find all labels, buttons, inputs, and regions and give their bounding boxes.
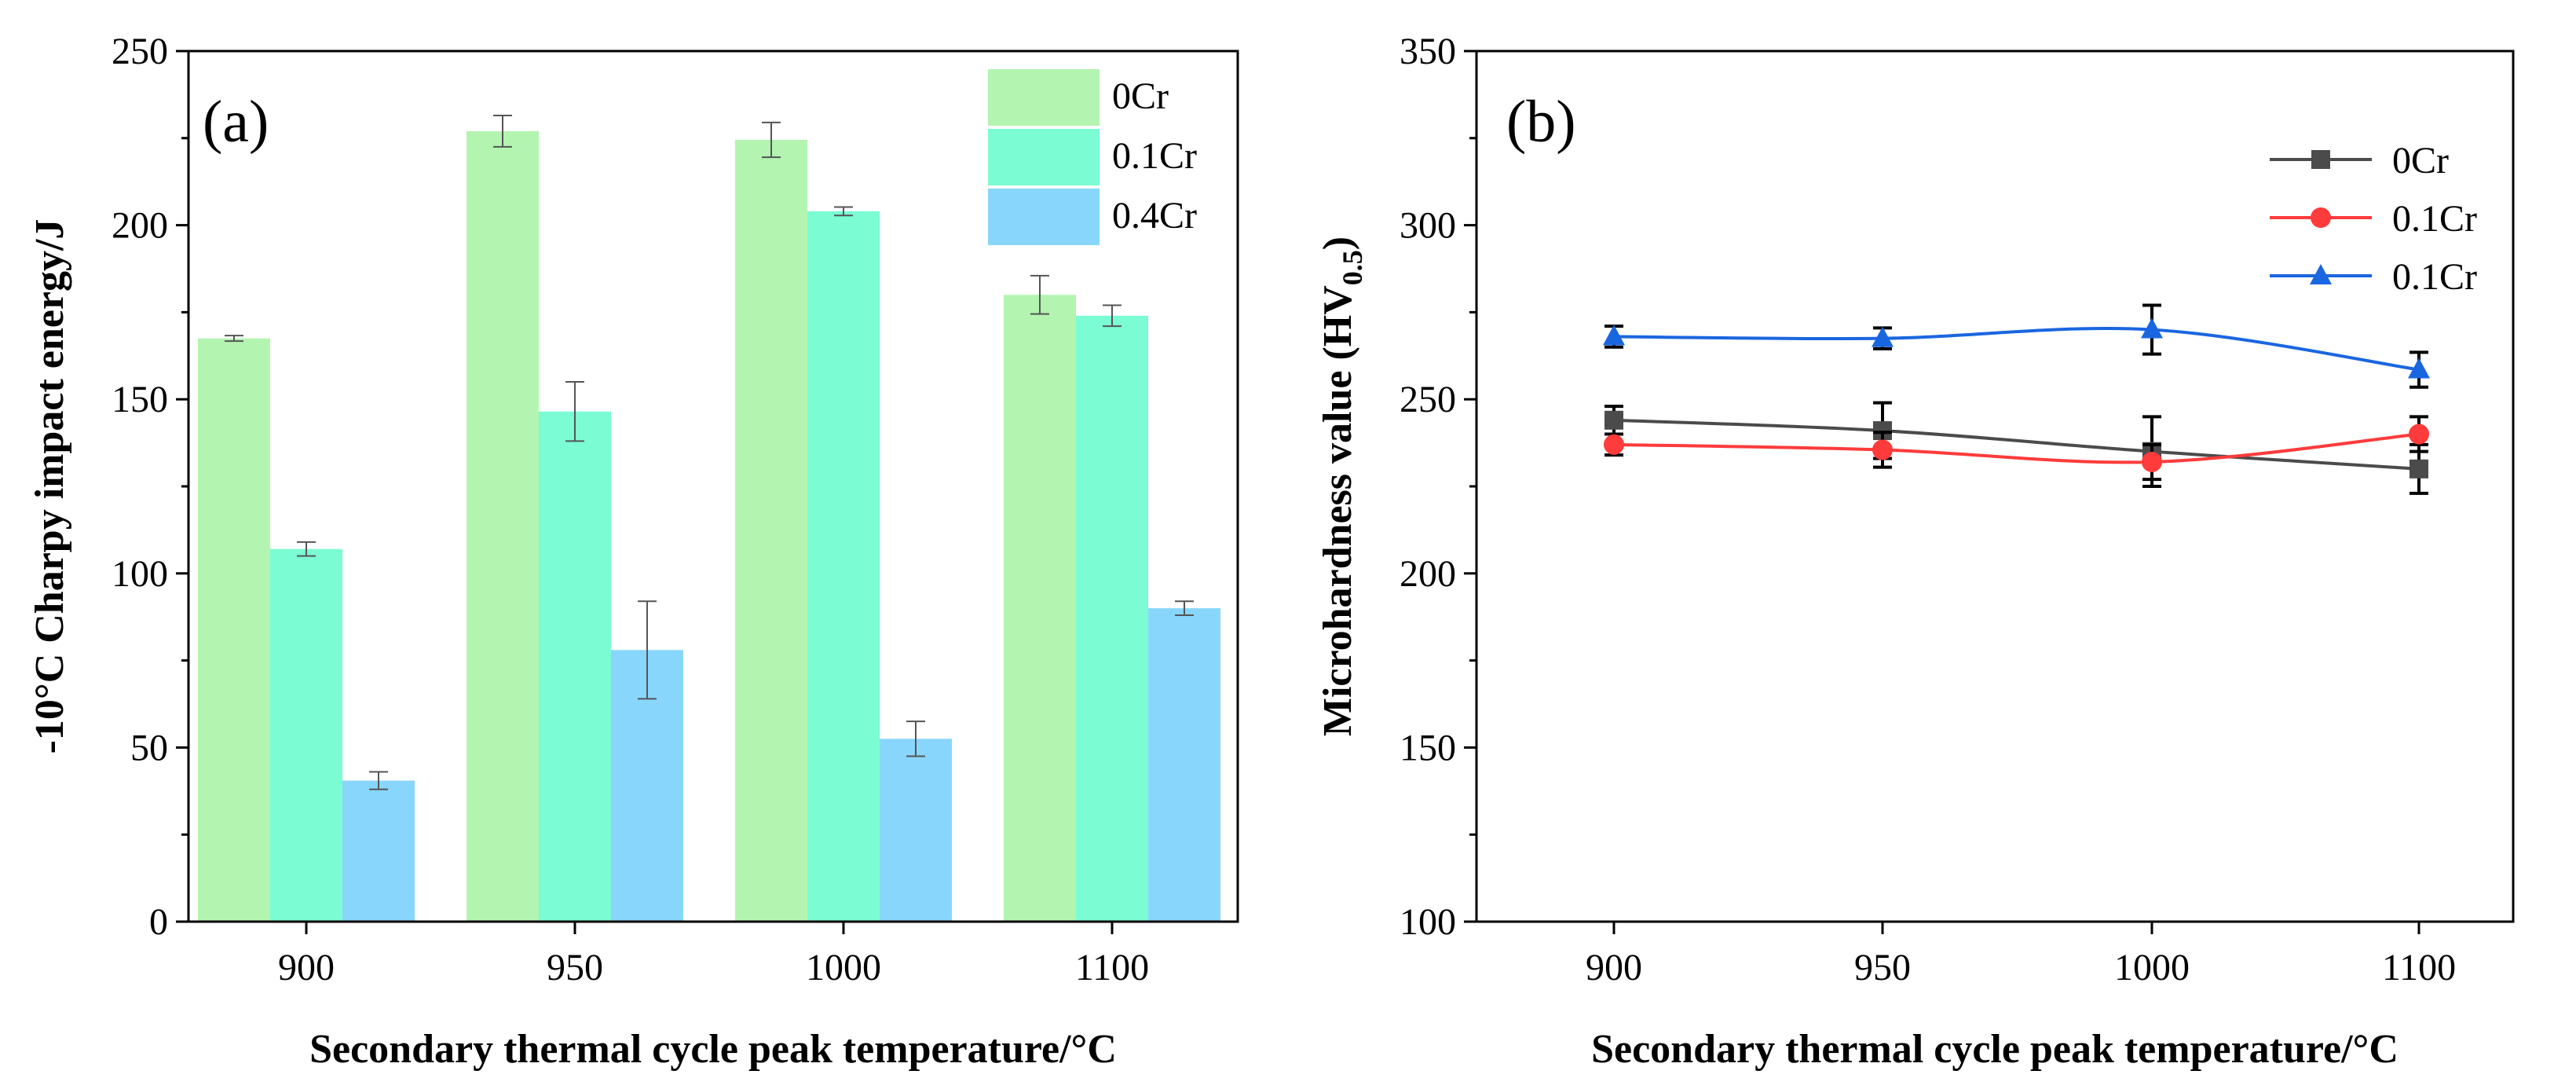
y-tick-label: 50 [130, 727, 168, 768]
y-axis-ticks: 100 150 200 250 300 350 [1400, 31, 1476, 943]
data-point-circle [2311, 207, 2331, 228]
y-tick-label: 150 [112, 379, 168, 420]
y-tick-label: 350 [1400, 31, 1456, 72]
legend-label: 0.1Cr [2392, 198, 2477, 240]
series-line [1613, 418, 2420, 471]
x-tick-label: 950 [1854, 947, 1911, 988]
x-axis-label: Secondary thermal cycle peak temperature… [1591, 1027, 2399, 1072]
x-tick-label: 1000 [806, 947, 881, 988]
data-point-triangle [2408, 358, 2430, 379]
legend-swatch [988, 129, 1100, 185]
legend: 0Cr 0.1Cr 0.1Cr [2270, 140, 2477, 298]
y-tick-label: 200 [112, 205, 168, 247]
series-line [1613, 326, 2420, 372]
x-tick-label: 950 [547, 947, 603, 988]
y-axis-label-subscript: 0.5 [1337, 250, 1368, 285]
series-line [1613, 432, 2420, 464]
x-axis-ticks: 900 950 1000 1100 [278, 922, 1149, 988]
bar [342, 780, 415, 922]
data-point-square [1605, 410, 1623, 430]
legend-label: 0.4Cr [1112, 195, 1197, 236]
data-point-triangle [1872, 326, 1894, 347]
line-chart-panel: 100 150 200 250 300 350 900 950 1000 1100 (b) 0C… [1315, 31, 2515, 1072]
data-point-square [2410, 459, 2428, 478]
bar-chart-panel: 0 50 100 150 200 250 900 950 1000 1100 (a) 0Cr 0.… [27, 31, 1239, 1072]
bar [270, 548, 342, 922]
line-series-group [1603, 303, 2430, 495]
x-axis-ticks: 900 950 1000 1100 [1586, 922, 2456, 988]
bar [1004, 295, 1076, 922]
x-tick-label: 1100 [1075, 947, 1149, 988]
bar [735, 140, 807, 922]
x-tick-label: 1100 [2382, 947, 2456, 988]
data-point-circle [2409, 424, 2429, 445]
y-axis-label-end: ) [1315, 236, 1360, 250]
bar [880, 739, 952, 922]
legend-label: 0.1Cr [1112, 135, 1197, 177]
y-tick-label: 250 [1400, 379, 1456, 420]
y-axis-label: -10°C Charpy impact energy/J [27, 219, 72, 754]
data-point-circle [1872, 439, 1893, 460]
x-tick-label: 1000 [2114, 947, 2190, 988]
panel-label: (a) [203, 89, 269, 155]
y-tick-label: 300 [1400, 205, 1456, 247]
bar [1076, 315, 1148, 922]
x-tick-label: 900 [1586, 947, 1642, 988]
legend-swatch [988, 69, 1100, 126]
legend-label: 0.1Cr [2392, 256, 2477, 298]
data-point-circle [2142, 451, 2162, 472]
y-tick-label: 0 [149, 901, 168, 943]
data-point-square [2311, 150, 2330, 169]
y-tick-label: 250 [112, 31, 168, 72]
legend: 0Cr 0.1Cr 0.4Cr [988, 69, 1197, 245]
y-axis-label: Microhardness value (HV0.5) [1315, 236, 1368, 736]
panel-label: (b) [1506, 89, 1576, 155]
error-bar-group [225, 114, 1194, 790]
x-tick-label: 900 [278, 947, 335, 988]
data-point-triangle [2141, 317, 2163, 339]
data-point-triangle [1603, 324, 1625, 346]
legend-label: 0Cr [2392, 140, 2449, 182]
y-tick-label: 100 [112, 553, 168, 595]
data-point-circle [1604, 434, 1624, 455]
bar [467, 130, 539, 922]
bar [1148, 608, 1220, 922]
bar [539, 411, 611, 922]
legend-swatch [988, 189, 1100, 245]
legend-label: 0Cr [1112, 75, 1169, 117]
y-axis-label-main: Microhardness value (HV [1315, 285, 1360, 736]
bar-group [198, 130, 1220, 922]
x-axis-label: Secondary thermal cycle peak temperature… [309, 1027, 1117, 1072]
y-axis-ticks: 0 50 100 150 200 250 [112, 31, 188, 943]
bar [198, 338, 270, 922]
y-tick-label: 150 [1400, 727, 1456, 768]
y-tick-label: 200 [1400, 553, 1456, 595]
data-point-triangle [2310, 264, 2332, 284]
bar [807, 211, 880, 922]
y-tick-label: 100 [1400, 901, 1456, 943]
